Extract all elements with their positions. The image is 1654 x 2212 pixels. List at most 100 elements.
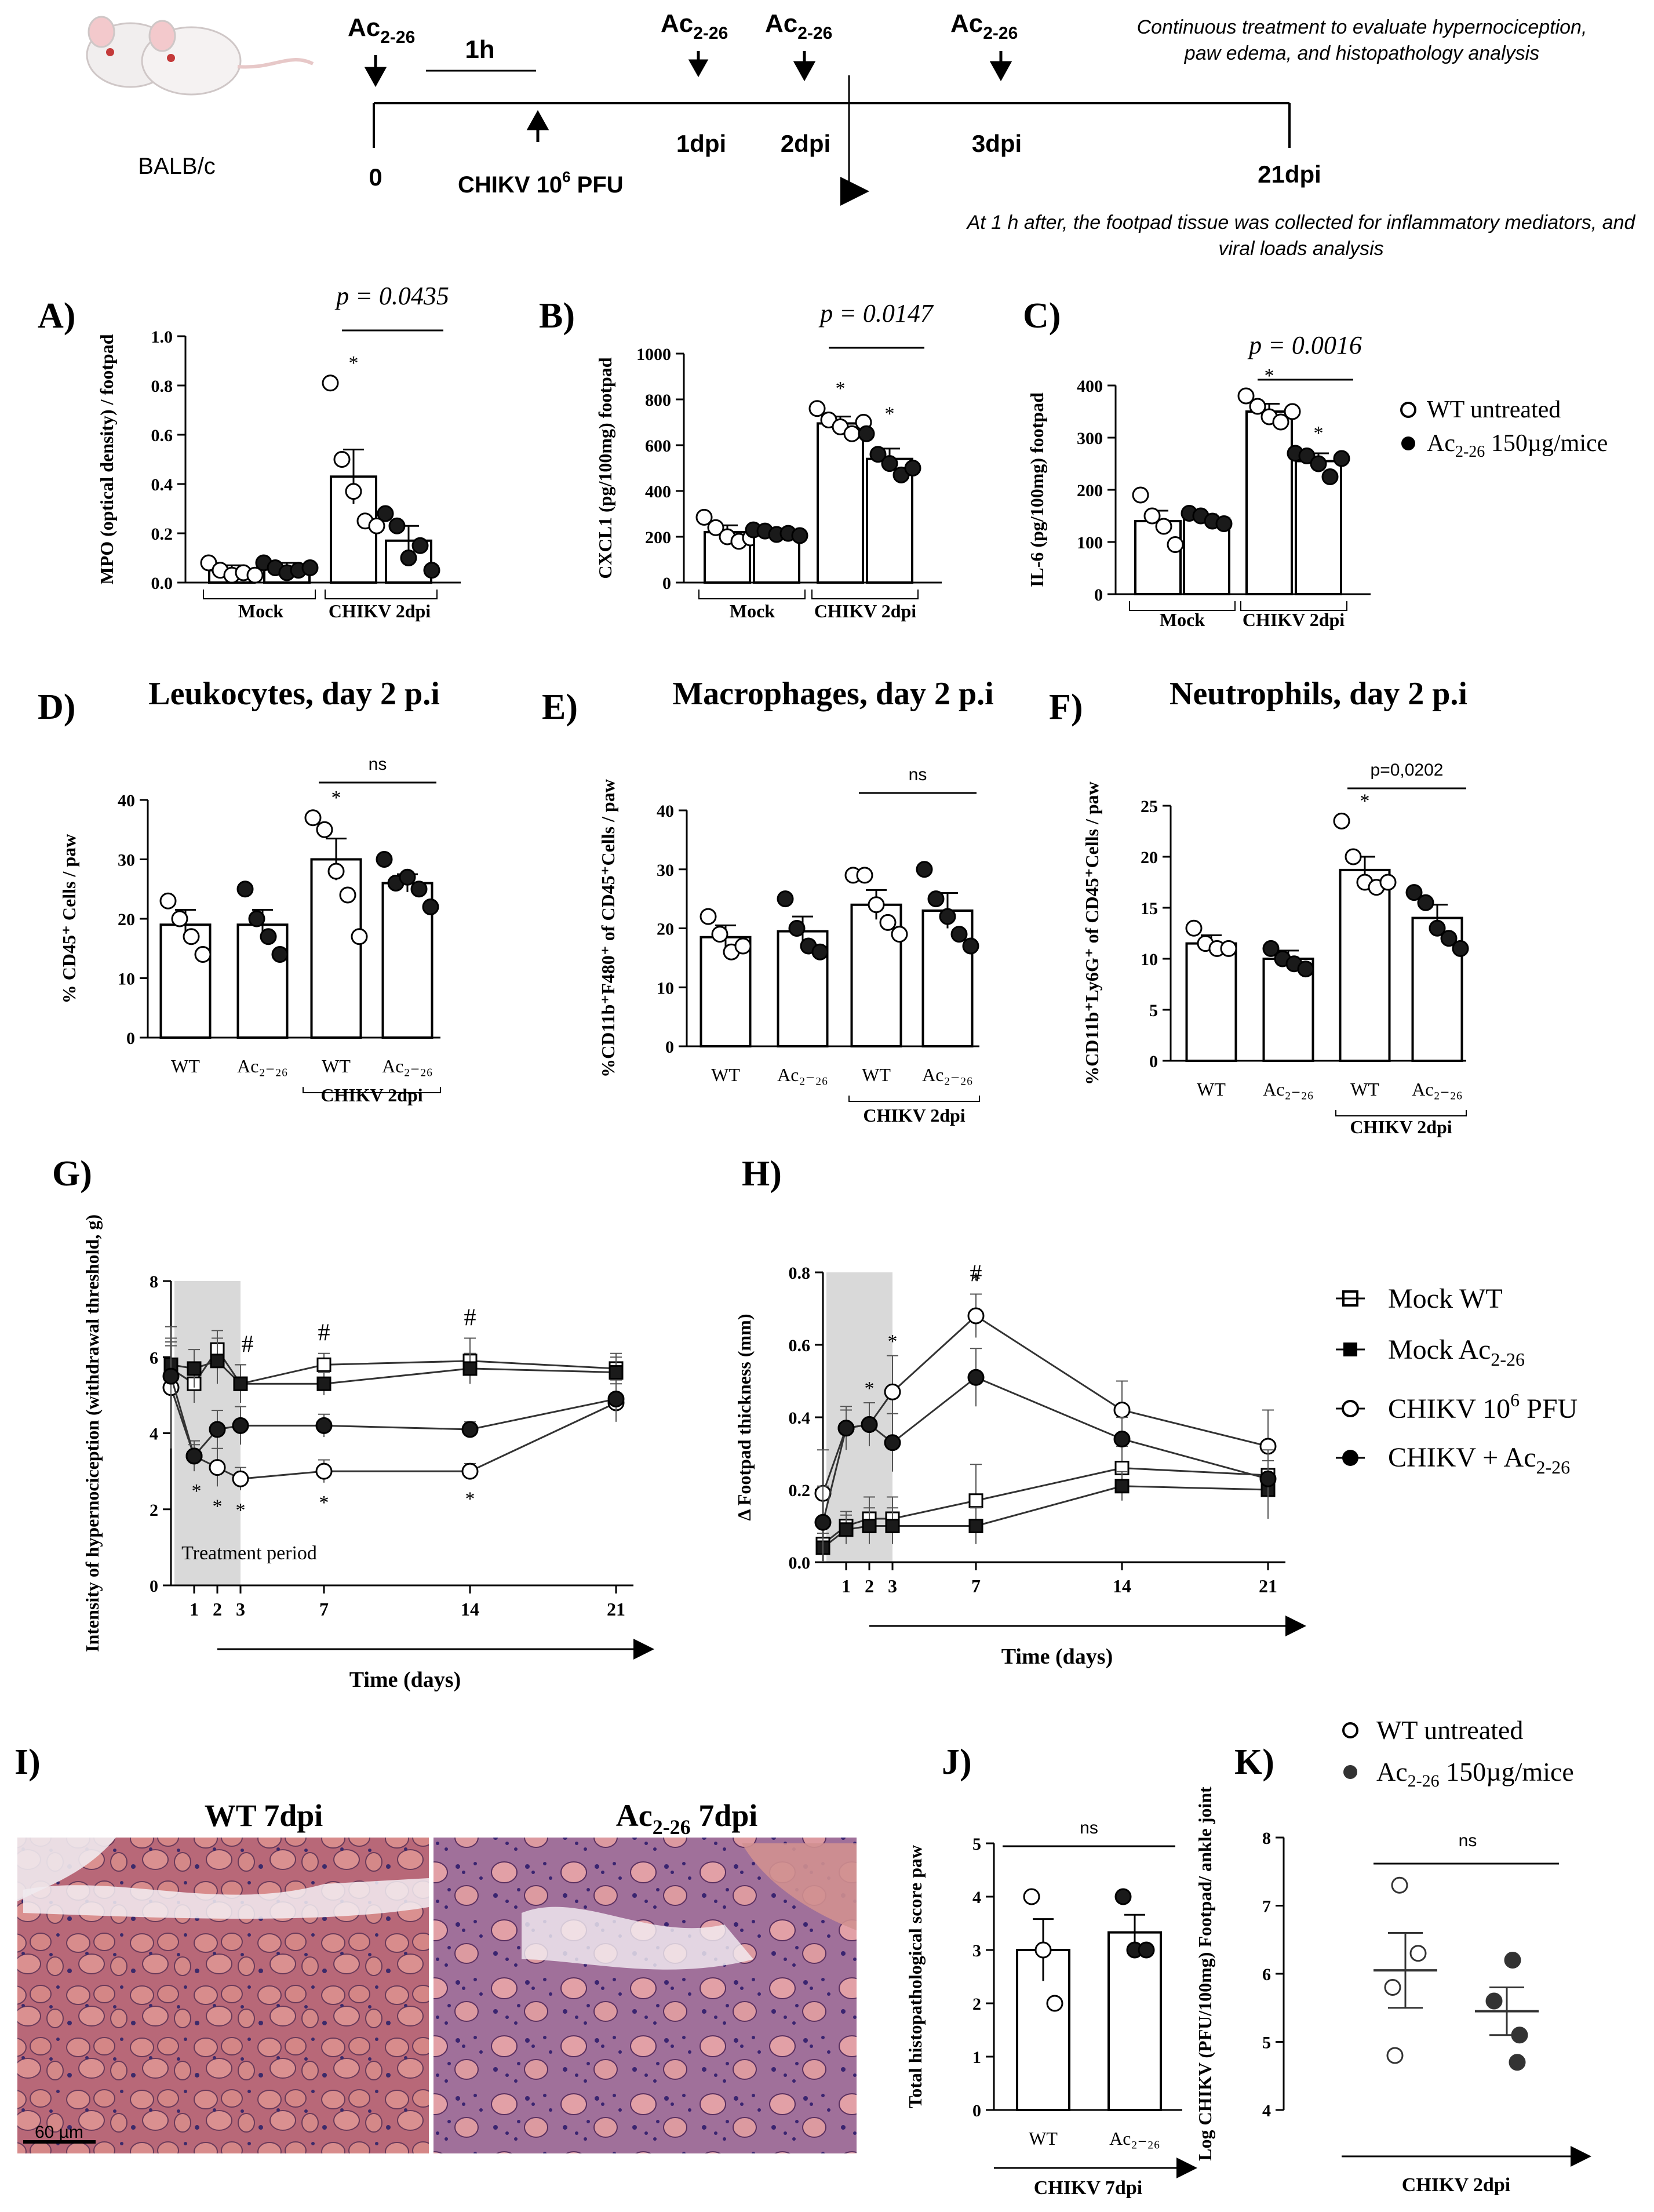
x-axis-label-G: Time (days)	[349, 1668, 461, 1692]
marker-H-1-3	[885, 1519, 900, 1533]
point-J-1-0	[1114, 1888, 1132, 1905]
x-tick-label-H-4: 14	[1113, 1576, 1131, 1596]
point-K-1-2	[1511, 2027, 1528, 2044]
x-tick-label-H-1: 2	[865, 1576, 874, 1596]
y-axis-label-J: Total histopathological score paw	[905, 1845, 926, 2108]
star-A-2: *	[349, 352, 359, 374]
chart-g-hypernociception: Treatment period 0 2 4 6 8 Intensity of hypern…	[82, 1214, 654, 1692]
legend-marker-ac	[1401, 436, 1415, 450]
marker-H-3-6	[1259, 1470, 1277, 1487]
strain-label: BALB/c	[138, 154, 215, 179]
y-tick-label-D-4: 40	[118, 791, 135, 810]
x-label-E-1: Ac₂₋₂₆	[777, 1064, 828, 1085]
x-tick-label-H-0: 1	[841, 1576, 851, 1596]
bar-J-1	[1107, 1931, 1162, 2111]
point-D-2-2	[327, 863, 345, 880]
marker-G-1-2	[210, 1354, 225, 1369]
y-tick-label-G-3: 6	[150, 1348, 158, 1367]
y-axis-label-A: MPO (optical density) / footpad	[96, 334, 117, 584]
y-tick-label-C-1: 100	[1077, 533, 1103, 552]
marker-G-2-2	[209, 1459, 226, 1476]
marker-H-3-3	[884, 1434, 901, 1451]
y-tick-label-G-4: 8	[150, 1272, 158, 1291]
point-A-2-2	[345, 483, 362, 500]
point-F-2-1	[1345, 848, 1362, 865]
point-J-0-2	[1046, 1995, 1063, 2012]
x-label-J-1: Ac₂₋₂₆	[1109, 2128, 1160, 2149]
p-value-A: p = 0.0435	[334, 282, 449, 310]
point-C-3-1	[1298, 448, 1316, 464]
star-H-0: *	[865, 1378, 875, 1399]
legend-label-wt: WT untreated	[1427, 396, 1561, 423]
y-tick-label-C-2: 200	[1077, 481, 1103, 500]
chart-f-neutrophils: 0 5 10 15 20 25 %CD11b⁺Ly6G⁺ of CD45⁺Cells / p…	[1081, 676, 1469, 1137]
point-B-3-4	[904, 460, 921, 476]
shade-label-G: Treatment period	[181, 1542, 317, 1564]
right-arrow-icon	[840, 177, 869, 206]
y-tick-label-B-2: 400	[645, 482, 671, 501]
marker-H-2-5	[1113, 1402, 1131, 1418]
group-bracket-C-0	[1129, 601, 1236, 611]
mouse-icon	[86, 16, 314, 96]
treatment-shade-H	[826, 1272, 892, 1562]
marker-H-3-0	[814, 1514, 832, 1531]
y-tick-label-K-4: 8	[1262, 1829, 1271, 1848]
group-label-C-0: Mock	[1160, 609, 1205, 630]
chart-j-histopathology: 0 1 2 3 4 5 Total histopathological score paw W…	[905, 1818, 1197, 2199]
x-tick-label-G-4: 14	[461, 1599, 479, 1620]
point-C-0-3	[1167, 536, 1184, 553]
y-tick-label-J-0: 0	[972, 2101, 981, 2120]
point-K-1-0	[1504, 1952, 1521, 1969]
y-tick-label-C-4: 400	[1077, 377, 1103, 396]
chart-k-viral-load: 4 5 6 7 8 Log CHIKV (PFU/100mg) Footpad/ ankl…	[1194, 1787, 1591, 2196]
chart-d-leukocytes: 0 10 20 30 40 % CD45⁺ Cells / paw * WT Ac₂₋₂₆ WT A…	[59, 676, 441, 1105]
x-tick-label-G-1: 2	[213, 1599, 222, 1620]
marker-G-2-3	[232, 1470, 249, 1487]
point-E-2-3	[879, 914, 897, 931]
marker-G-1-1	[187, 1361, 202, 1376]
day-0-label: 0	[369, 163, 382, 191]
marker-H-1-4	[968, 1519, 983, 1533]
x-tick-label-G-2: 3	[236, 1599, 245, 1620]
point-F-1-0	[1262, 940, 1280, 957]
y-tick-label-D-2: 20	[118, 910, 135, 929]
star-C-2: *	[1265, 365, 1274, 387]
point-C-0-2	[1155, 518, 1172, 535]
point-A-3-1	[388, 517, 406, 534]
point-A-2-1	[333, 451, 351, 468]
point-E-3-1	[927, 890, 945, 908]
p-value-C: p = 0.0016	[1247, 331, 1362, 359]
group-label-B-1: CHIKV 2dpi	[814, 601, 916, 621]
up-arrow-icon	[526, 110, 549, 142]
legend-marker-chikv	[1342, 1400, 1359, 1417]
day-1-label: 1dpi	[676, 130, 726, 157]
star-B-2: *	[836, 378, 846, 399]
point-E-0-1	[711, 926, 728, 943]
down-arrow-icon	[793, 51, 816, 82]
ac-dose-label-0: Ac2-26	[348, 13, 415, 47]
y-tick-label-H-2: 0.4	[789, 1409, 811, 1428]
panel-label-i: I)	[14, 1742, 41, 1782]
point-A-1-4	[301, 559, 319, 576]
group-bracket-E	[848, 1096, 980, 1102]
point-E-1-1	[788, 920, 806, 937]
chart-title-F: Neutrophils, day 2 p.i	[1170, 676, 1467, 712]
point-A-2-4	[368, 517, 385, 534]
group-bracket-B-1	[811, 590, 919, 599]
y-tick-label-D-0: 0	[126, 1029, 135, 1048]
x-label-F-3: Ac₂₋₂₆	[1412, 1079, 1463, 1100]
group-label-A-1: CHIKV 2dpi	[329, 601, 431, 621]
sig-label-J: ns	[1080, 1818, 1098, 1838]
down-arrow-icon	[989, 51, 1012, 82]
marker-G-1-4	[316, 1376, 331, 1391]
panel-label-e: E)	[542, 687, 578, 727]
marker-H-1-5	[1114, 1479, 1130, 1494]
star-C-3: *	[1314, 423, 1324, 444]
point-E-2-4	[891, 926, 908, 943]
legend-abc: WT untreated Ac2-26 150µg/mice	[1400, 396, 1608, 461]
y-tick-label-B-5: 1000	[636, 345, 671, 364]
ac-dose-label-2: Ac2-26	[765, 9, 832, 43]
marker-G-3-2	[209, 1421, 226, 1438]
point-D-1-0	[236, 881, 254, 898]
y-tick-label-D-1: 10	[118, 970, 135, 989]
